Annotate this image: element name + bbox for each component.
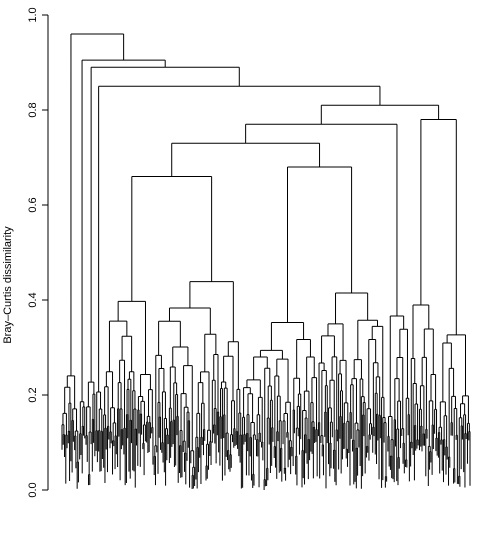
y-tick-label: 0.8 <box>27 102 39 117</box>
y-tick-label: 0.4 <box>27 292 39 307</box>
dendrogram-branches <box>61 33 471 490</box>
dendrogram-tree <box>61 33 471 490</box>
y-axis: 0.0 0.2 0.4 0.6 0.8 1.0 <box>27 7 49 498</box>
y-tick-label: 0.6 <box>27 197 39 212</box>
y-tick-label: 0.0 <box>27 482 39 497</box>
y-tick-label: 0.2 <box>27 387 39 402</box>
y-axis-label: Bray–Curtis dissimilarity <box>2 226 14 344</box>
y-tick-label: 1.0 <box>27 7 39 22</box>
